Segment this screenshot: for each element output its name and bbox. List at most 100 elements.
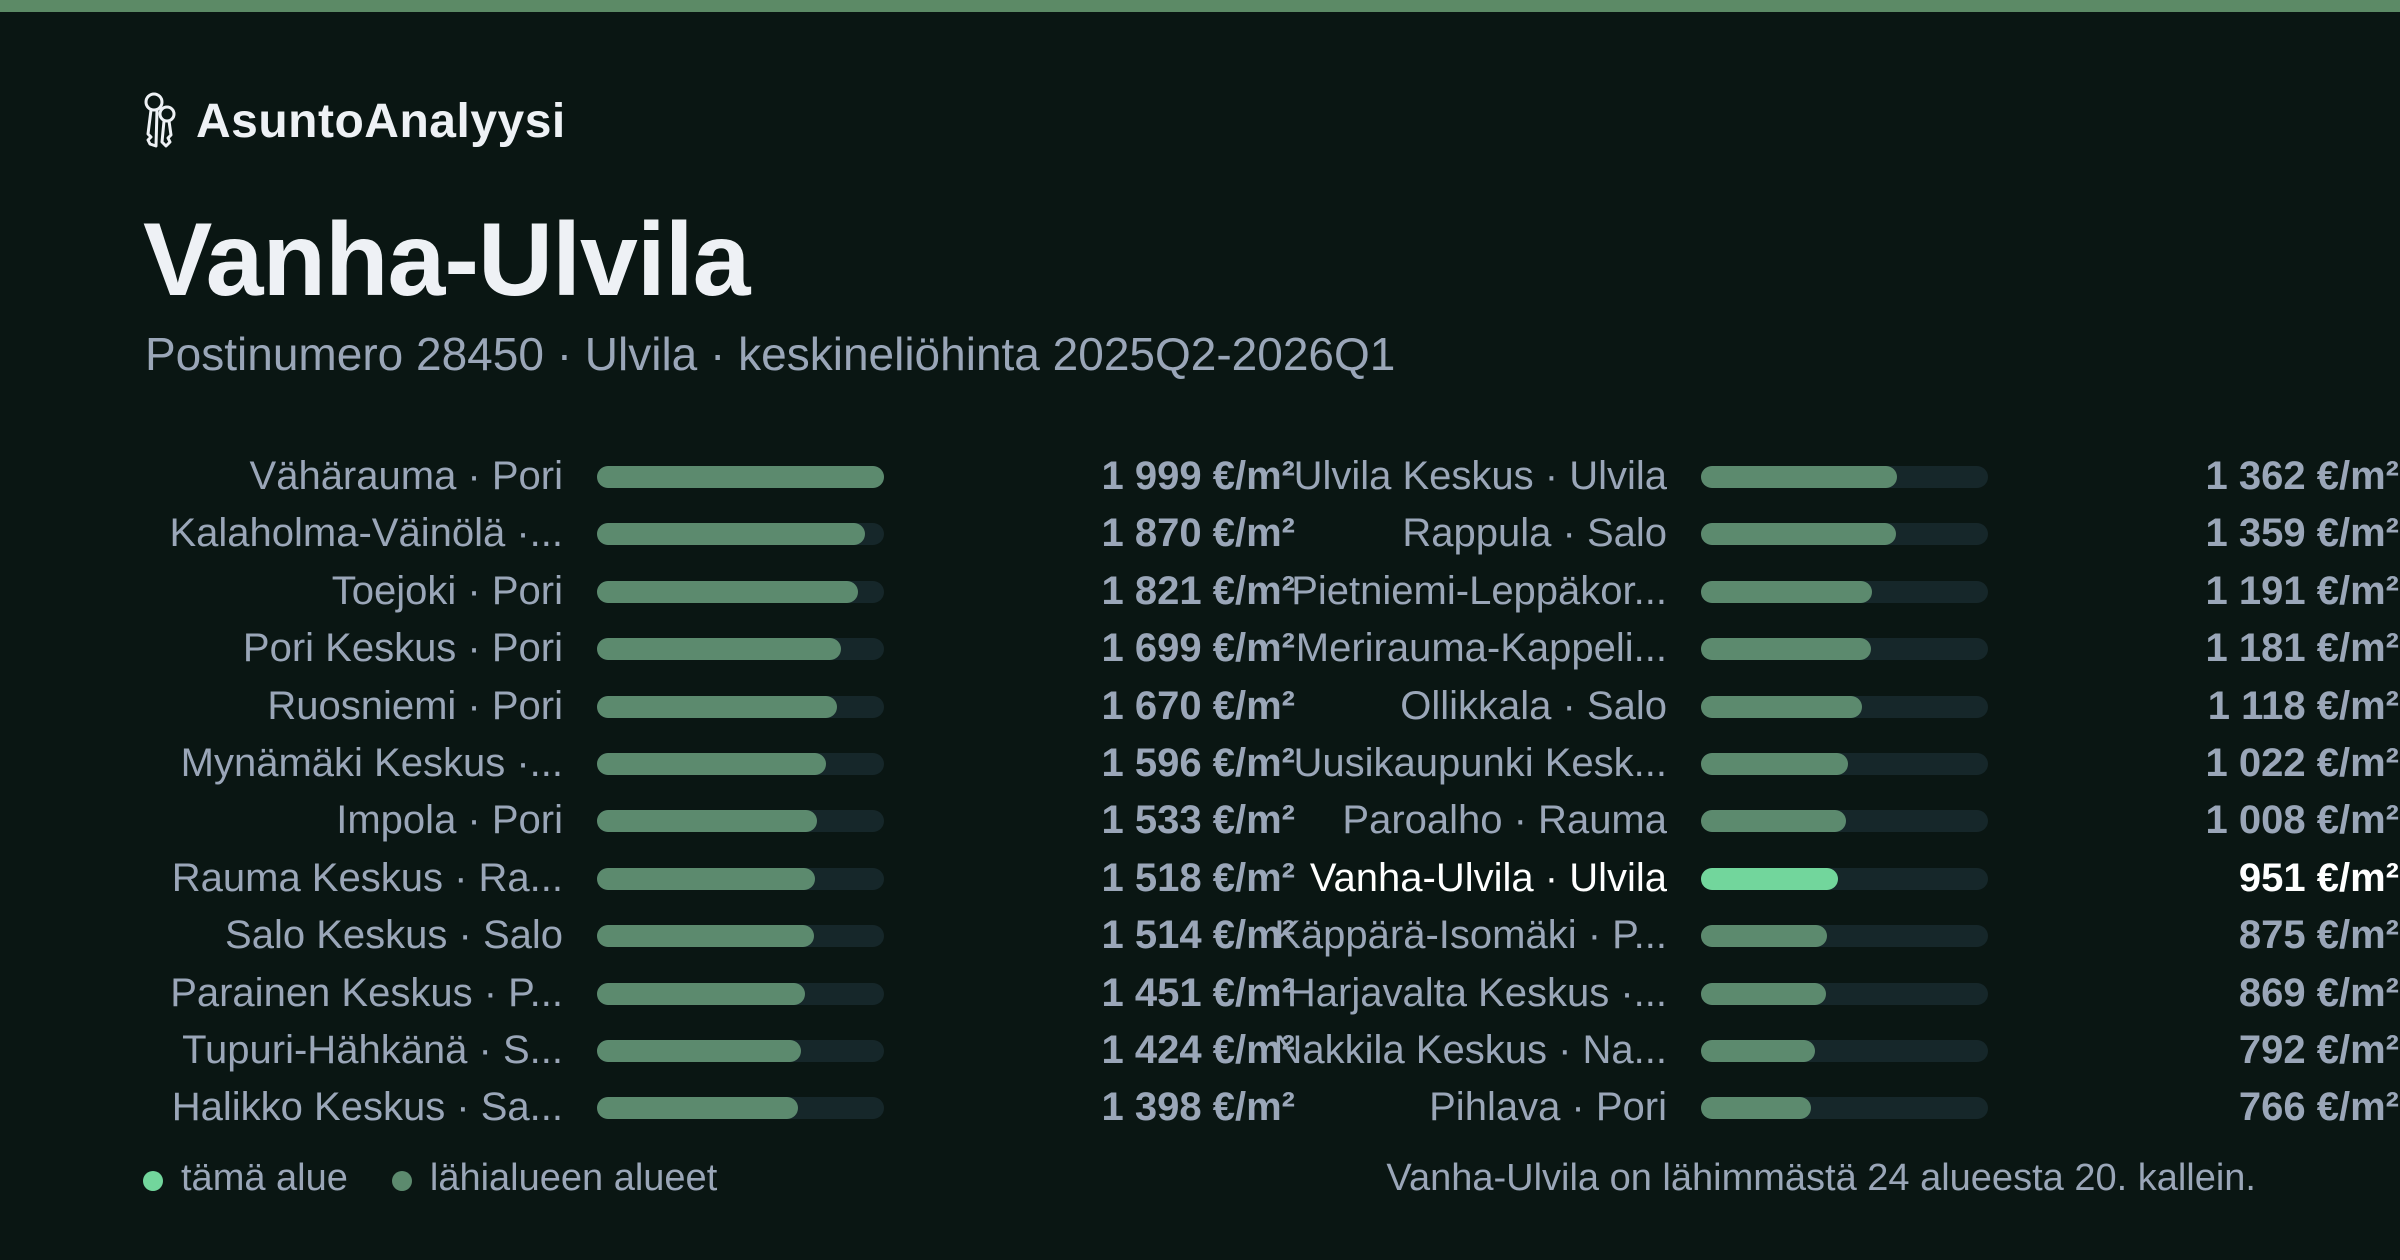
bar-value-label: 1 514 €/m² [1101, 913, 1295, 958]
bar-track [597, 753, 884, 775]
bar-label: Ollikkala · Salo [1400, 683, 1667, 728]
bar-label: Kalaholma-Väinölä ·... [169, 511, 563, 556]
bar [597, 982, 806, 1005]
bar-row: Kalaholma-Väinölä ·... 1 870 €/m² [143, 505, 1295, 562]
bar [1701, 753, 1848, 775]
legend-item-nearby-areas: lähialueen alueet [391, 1156, 718, 1200]
legend-dot-this-area [143, 1171, 163, 1191]
bar-row: Pietniemi-Leppäkor... 1 191 €/m² [1247, 563, 2399, 620]
bar-row: Ollikkala · Salo 1 118 €/m² [1247, 678, 2399, 735]
bar-value-label: 951 €/m² [2238, 855, 2399, 900]
bar-value-label: 792 €/m² [2238, 1028, 2399, 1072]
bar-value-label: 1 022 €/m² [2205, 741, 2399, 785]
bar-value-label: 1 999 €/m² [1101, 454, 1295, 498]
bar-row: Vähärauma · Pori 1 999 €/m² [143, 448, 1295, 505]
bar-value-label: 766 €/m² [2238, 1085, 2399, 1130]
bar-track [1701, 1097, 1988, 1120]
bar-track [597, 695, 884, 718]
bar [597, 638, 841, 661]
bar [597, 466, 884, 488]
bar-label: Nakkila Keskus · Na... [1273, 1028, 1667, 1072]
legend-label-this-area: tämä alue [181, 1156, 348, 1199]
bar-value-label: 1 191 €/m² [2205, 568, 2399, 613]
bar-track [1701, 810, 1988, 833]
bar-label: Ruosniemi · Pori [267, 683, 563, 728]
bar [597, 810, 818, 833]
bar-label: Ulvila Keskus · Ulvila [1293, 454, 1667, 498]
bar-track [1701, 523, 1988, 546]
bar-value-label: 1 870 €/m² [1101, 511, 1295, 556]
bar-label: Vähärauma · Pori [249, 454, 563, 498]
bar-track [597, 1040, 884, 1062]
bar-label: Halikko Keskus · Sa... [171, 1085, 563, 1130]
bar-row: Parainen Keskus · P... 1 451 €/m² [143, 965, 1295, 1022]
bar-row: Nakkila Keskus · Na... 792 €/m² [1247, 1022, 2399, 1079]
bar-track [597, 466, 884, 488]
bar-track [597, 810, 884, 833]
bar-row: Halikko Keskus · Sa... 1 398 €/m² [143, 1079, 1295, 1136]
bar [1701, 580, 1872, 603]
bar [597, 867, 815, 890]
bar-value-label: 1 424 €/m² [1101, 1028, 1295, 1072]
bar-label: Pori Keskus · Pori [242, 626, 563, 671]
bar-value-label: 1 359 €/m² [2205, 511, 2399, 556]
bar-row: Harjavalta Keskus ·... 869 €/m² [1247, 965, 2399, 1022]
bar-track [1701, 466, 1988, 488]
bar-label: Paroalho · Rauma [1342, 798, 1667, 843]
bar-track [1701, 982, 1988, 1005]
bar-label: Vanha-Ulvila · Ulvila [1309, 855, 1667, 900]
bar-value-label: 875 €/m² [2238, 913, 2399, 958]
bar-label: Mynämäki Keskus ·... [180, 741, 563, 785]
ranking-footnote: Vanha-Ulvila on lähimmästä 24 alueesta 2… [1386, 1157, 2256, 1199]
bar-track [597, 1097, 884, 1120]
legend-item-this-area: tämä alue [143, 1157, 348, 1200]
bar [1701, 810, 1846, 833]
bar-value-label: 1 362 €/m² [2205, 454, 2399, 498]
bar [1701, 523, 1897, 546]
bar [1701, 925, 1827, 948]
legend-dot-nearby-areas [391, 1171, 412, 1191]
bar-label: Toejoki · Pori [331, 568, 563, 613]
bar [1701, 1097, 1811, 1120]
bar-track [1701, 753, 1988, 775]
bar-track [1701, 580, 1988, 603]
bar-track [1701, 925, 1988, 948]
brand-name: AsuntoAnalyysi [196, 94, 566, 148]
bar-row: Mynämäki Keskus ·... 1 596 €/m² [143, 735, 1295, 792]
bar-row: Vanha-Ulvila · Ulvila 951 €/m² [1247, 850, 2399, 907]
bar-label: Harjavalta Keskus ·... [1286, 970, 1667, 1015]
bar-value-label: 1 699 €/m² [1101, 626, 1295, 671]
bar-row: Rauma Keskus · Ra... 1 518 €/m² [143, 850, 1295, 907]
bar-row: Ruosniemi · Pori 1 670 €/m² [143, 678, 1295, 735]
chart-legend: tämä alue lähialueen alueet [143, 1150, 761, 1206]
bar [597, 1040, 802, 1062]
bar-value-label: 1 008 €/m² [2205, 798, 2399, 843]
bar-row: Pihlava · Pori 766 €/m² [1247, 1079, 2399, 1136]
bar-value-label: 1 596 €/m² [1101, 741, 1295, 785]
bar [1701, 982, 1826, 1005]
bar [597, 523, 866, 546]
bar-row: Salo Keskus · Salo 1 514 €/m² [143, 907, 1295, 964]
bar-row: Tupuri-Hähkänä · S... 1 424 €/m² [143, 1022, 1295, 1079]
bar-row: Käppärä-Isomäki · P... 875 €/m² [1247, 907, 2399, 964]
bar-track [597, 867, 884, 890]
bar-track [1701, 638, 1988, 661]
bar-row: Pori Keskus · Pori 1 699 €/m² [143, 620, 1295, 677]
legend-label-nearby-areas: lähialueen alueet [429, 1156, 718, 1199]
bar-value-label: 1 518 €/m² [1101, 855, 1295, 900]
bar-track [1701, 695, 1988, 718]
bar-value-label: 1 451 €/m² [1101, 970, 1295, 1015]
bar-row: Impola · Pori 1 533 €/m² [143, 792, 1295, 849]
bar [1701, 466, 1897, 488]
bar-value-label: 1 181 €/m² [2205, 626, 2399, 671]
bar [597, 753, 827, 775]
bar [1701, 695, 1862, 718]
bar-label: Rappula · Salo [1402, 511, 1667, 556]
bar [597, 580, 859, 603]
bar-value-label: 1 821 €/m² [1101, 568, 1295, 613]
bar [1701, 638, 1871, 661]
bar-row: Ulvila Keskus · Ulvila 1 362 €/m² [1247, 448, 2399, 505]
bar-row: Merirauma-Kappeli... 1 181 €/m² [1247, 620, 2399, 677]
bar-track [1701, 1040, 1988, 1062]
bar-row: Paroalho · Rauma 1 008 €/m² [1247, 792, 2399, 849]
